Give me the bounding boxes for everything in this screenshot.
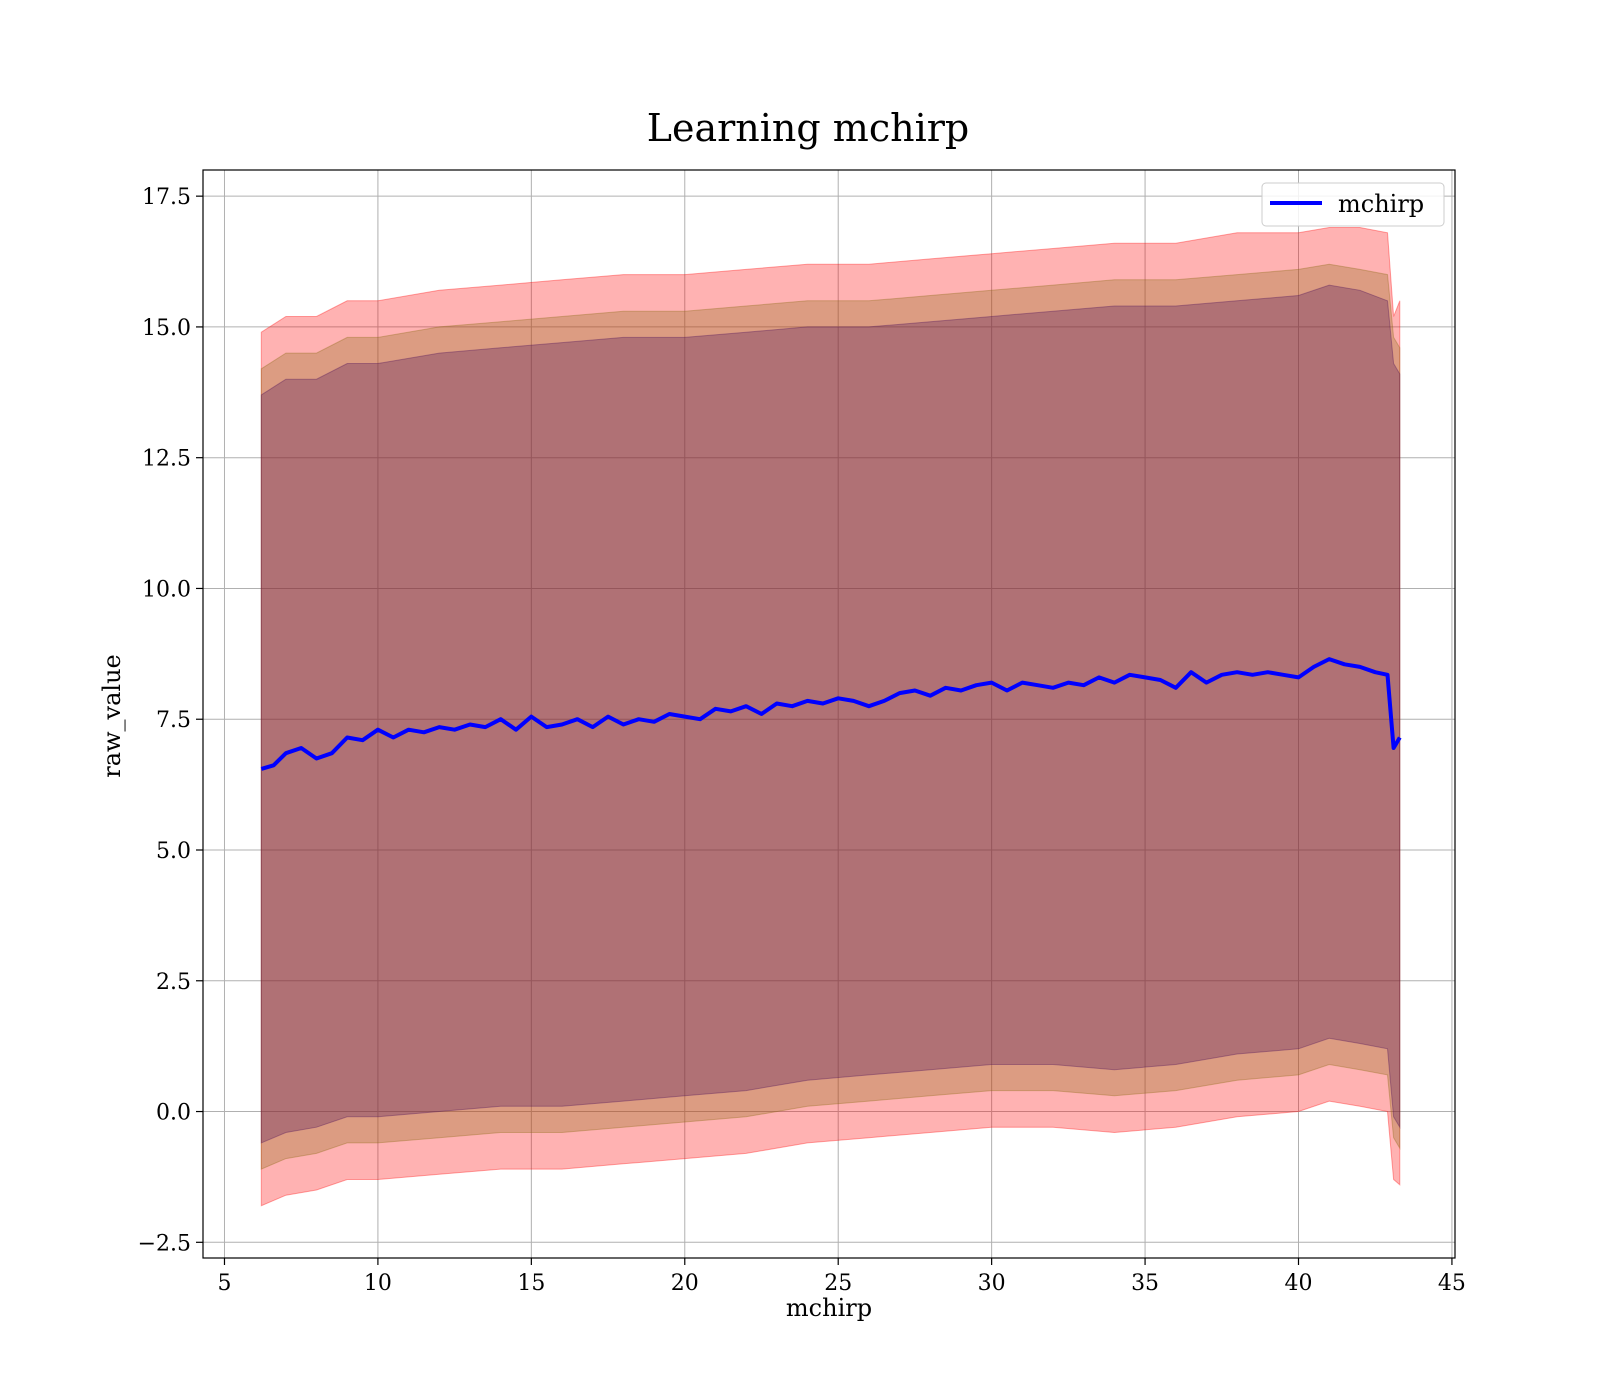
tick-layer: 5 10 15 20 25 30 35 40 45 −2.5 0.0 2.5 5.0 7.5 10.0 12.… [138, 185, 1466, 1296]
y-axis-label: raw_value [98, 654, 126, 778]
y-tick-label-8: 17.5 [142, 185, 191, 210]
x-tick-label-5: 30 [978, 1271, 1006, 1296]
y-tick-label-7: 15.0 [142, 316, 191, 341]
x-tick-label-0: 5 [217, 1271, 231, 1296]
x-tick-label-6: 35 [1131, 1271, 1159, 1296]
y-tick-label-2: 2.5 [156, 970, 191, 995]
y-tick-label-5: 10.0 [142, 577, 191, 602]
legend-label-mchirp: mchirp [1338, 190, 1424, 218]
x-axis-label: mchirp [786, 1294, 872, 1322]
y-tick-label-0: −2.5 [138, 1231, 191, 1256]
confidence-bands [260, 227, 1401, 1207]
legend: mchirp [1261, 182, 1445, 227]
band-1 [260, 263, 1401, 1170]
x-tick-label-7: 40 [1285, 1271, 1313, 1296]
x-tick-label-8: 45 [1438, 1271, 1466, 1296]
x-tick-label-1: 10 [364, 1271, 392, 1296]
band-2 [260, 284, 1401, 1144]
line-layer [260, 657, 1402, 771]
x-tick-label-4: 25 [824, 1271, 852, 1296]
grid-layer [203, 170, 1455, 1258]
y-tick-label-3: 5.0 [156, 839, 191, 864]
plot-frame [202, 169, 1456, 1259]
y-tick-label-6: 12.5 [142, 447, 191, 472]
legend-box [1261, 182, 1445, 227]
chart-title: Learning mchirp [647, 106, 969, 150]
band-0 [260, 227, 1401, 1207]
y-tick-label-1: 0.0 [156, 1101, 191, 1126]
y-tick-label-4: 7.5 [156, 708, 191, 733]
x-tick-label-2: 15 [517, 1271, 545, 1296]
x-tick-label-3: 20 [671, 1271, 699, 1296]
